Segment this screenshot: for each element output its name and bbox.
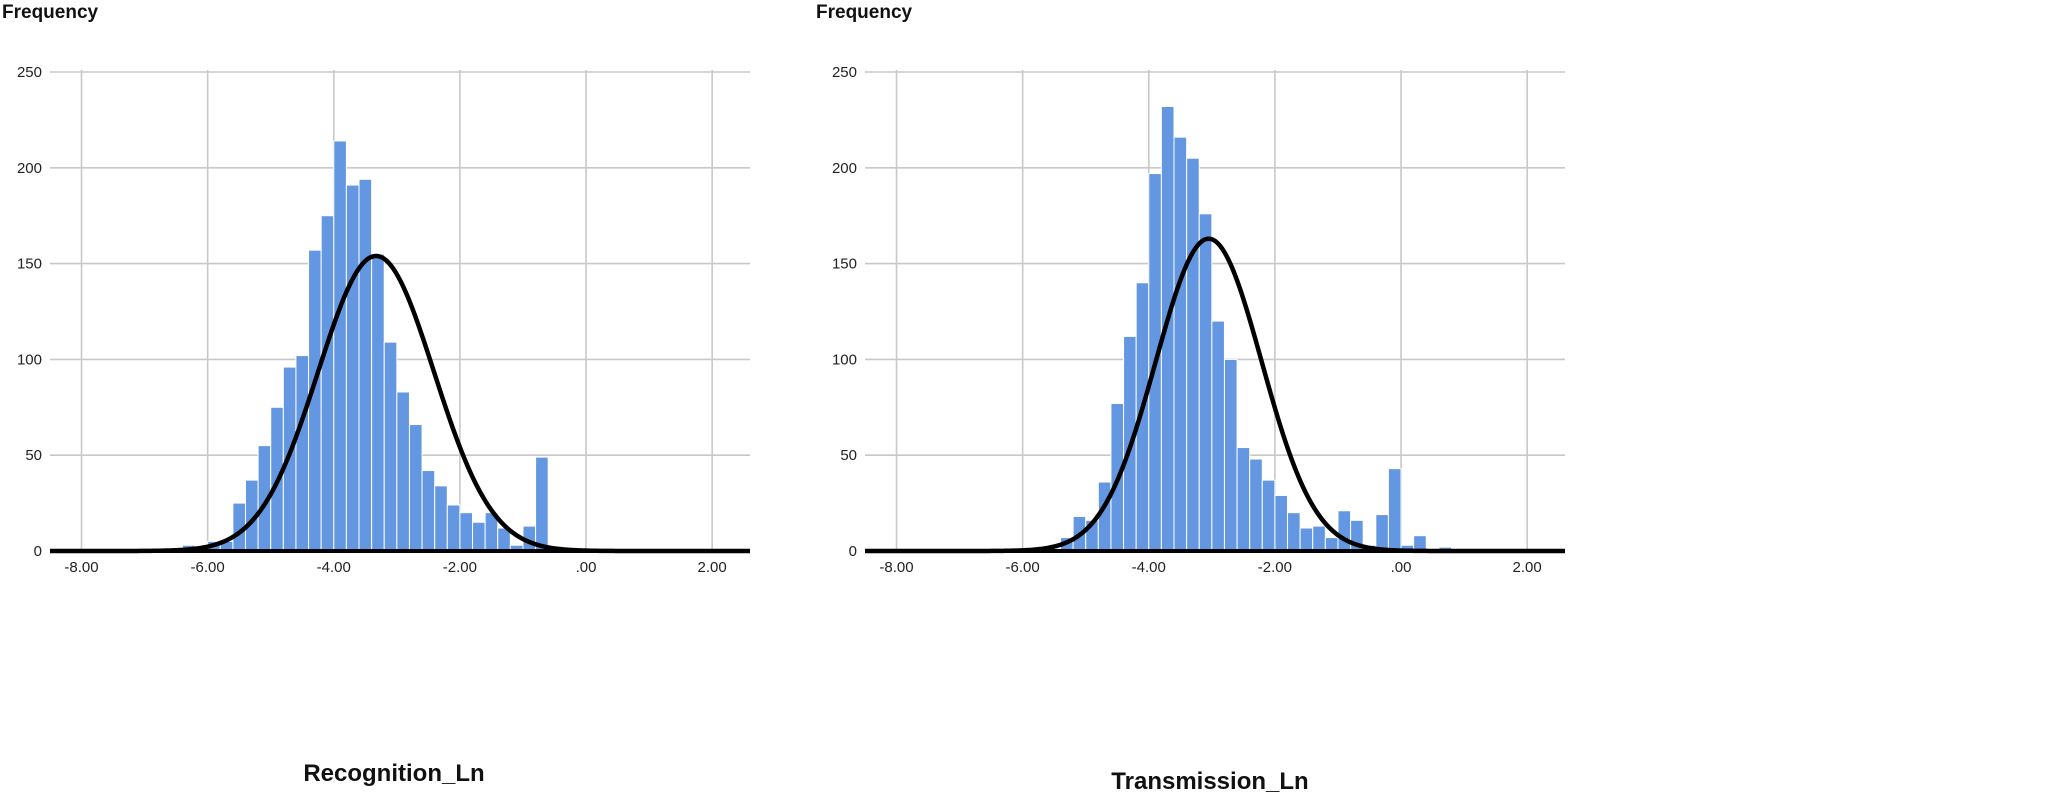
recognition-x-tick-label: -8.00 <box>64 559 98 576</box>
recognition-bar <box>383 341 398 552</box>
transmission-bar <box>1274 494 1289 552</box>
transmission-bar <box>1287 512 1301 552</box>
transmission-y-tick-labels: 0 50 100 150 200 250 <box>832 64 857 560</box>
transmission-bar <box>1198 213 1213 552</box>
recognition-histogram-panel: Frequency 0 50 100 150 200 250 -8.00 -6.00 -4.0… <box>2 2 750 787</box>
transmission-y-tick-label: 50 <box>840 447 857 464</box>
transmission-bar <box>1186 157 1200 552</box>
transmission-y-tick-label: 150 <box>832 256 857 273</box>
recognition-x-axis-label: Recognition_Ln <box>303 760 484 787</box>
transmission-y-tick-label: 0 <box>849 543 857 560</box>
transmission-bar <box>1223 358 1238 552</box>
transmission-bar <box>1261 479 1276 552</box>
transmission-bar <box>1375 514 1389 552</box>
recognition-y-tick-label: 50 <box>25 447 42 464</box>
recognition-bar <box>535 456 549 552</box>
recognition-y-tick-label: 0 <box>34 543 42 560</box>
recognition-bar <box>472 521 486 552</box>
transmission-x-tick-label: -4.00 <box>1132 559 1166 576</box>
transmission-bar <box>1249 458 1263 552</box>
recognition-x-tick-label: .00 <box>576 559 597 576</box>
transmission-bar <box>1324 537 1339 552</box>
recognition-x-tick-labels: -8.00 -6.00 -4.00 -2.00 .00 2.00 <box>64 559 726 576</box>
transmission-x-tick-labels: -8.00 -6.00 -4.00 -2.00 .00 2.00 <box>879 559 1541 576</box>
recognition-y-tick-labels: 0 50 100 150 200 250 <box>17 64 42 560</box>
recognition-x-tick-label: -2.00 <box>443 559 477 576</box>
recognition-gridlines <box>50 70 750 552</box>
recognition-y-tick-label: 250 <box>17 64 42 81</box>
recognition-bar <box>396 391 410 552</box>
transmission-bar <box>1337 510 1352 552</box>
recognition-bar <box>459 512 474 552</box>
transmission-x-tick-label: -8.00 <box>879 559 913 576</box>
recognition-bars <box>156 140 549 552</box>
transmission-y-tick-label: 200 <box>832 160 857 177</box>
recognition-y-tick-label: 200 <box>17 160 42 177</box>
transmission-y-tick-label: 250 <box>832 64 857 81</box>
recognition-y-axis-label: Frequency <box>2 2 99 23</box>
recognition-x-tick-label: -4.00 <box>317 559 351 576</box>
transmission-x-tick-label: .00 <box>1391 559 1412 576</box>
recognition-y-tick-label: 100 <box>17 351 42 368</box>
transmission-x-tick-label: -2.00 <box>1258 559 1292 576</box>
recognition-bar <box>320 215 335 552</box>
transmission-bar <box>1211 320 1225 552</box>
transmission-bar <box>1299 527 1314 552</box>
recognition-bar <box>295 355 310 552</box>
recognition-bar <box>434 485 448 552</box>
transmission-bar <box>1236 447 1251 552</box>
recognition-bar <box>446 504 461 552</box>
recognition-bar <box>408 424 423 552</box>
recognition-bar <box>371 253 385 552</box>
recognition-bar <box>421 470 436 552</box>
transmission-bar <box>1173 136 1188 552</box>
transmission-bar <box>1387 468 1402 552</box>
recognition-bar <box>345 184 360 552</box>
transmission-histogram-panel: Frequency 0 50 100 150 200 250 -8.00 -6.00 -4.0… <box>816 2 1565 795</box>
transmission-x-tick-label: -6.00 <box>1006 559 1040 576</box>
recognition-normal-curve <box>50 253 750 554</box>
transmission-normal-curve-line <box>865 236 1565 554</box>
transmission-bar <box>1312 525 1326 552</box>
transmission-x-axis-label: Transmission_Ln <box>1111 768 1308 795</box>
recognition-bar <box>333 140 347 552</box>
transmission-x-tick-label: 2.00 <box>1513 559 1542 576</box>
recognition-bar <box>358 178 373 552</box>
recognition-y-tick-label: 150 <box>17 256 42 273</box>
recognition-x-tick-label: -6.00 <box>191 559 225 576</box>
transmission-y-axis-label: Frequency <box>816 2 913 23</box>
transmission-y-tick-label: 100 <box>832 351 857 368</box>
transmission-bars <box>1022 105 1452 552</box>
recognition-x-tick-label: 2.00 <box>698 559 727 576</box>
transmission-normal-curve <box>865 236 1565 554</box>
recognition-normal-curve-line <box>50 253 750 554</box>
